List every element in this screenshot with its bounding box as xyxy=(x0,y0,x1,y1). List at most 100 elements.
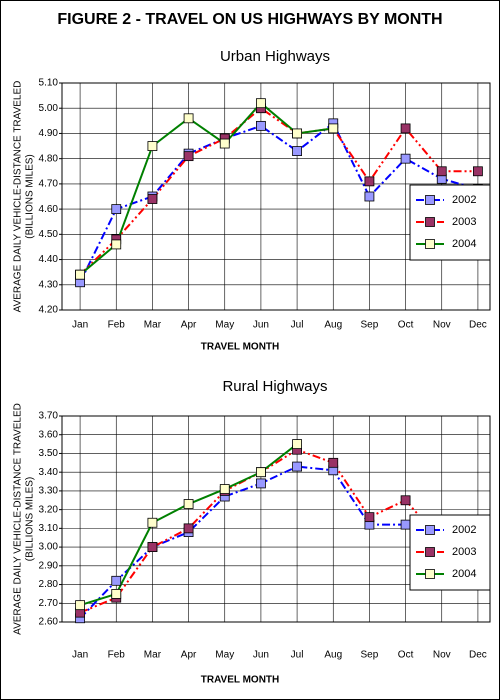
legend-marker xyxy=(425,525,435,535)
y-tick-label: 3.10 xyxy=(39,523,59,534)
point-marker xyxy=(400,123,411,134)
y-tick-label: 4.40 xyxy=(39,254,59,265)
y-tick-label: 3.20 xyxy=(39,504,59,515)
y-tick-label: 4.50 xyxy=(39,229,59,240)
legend-label: 2002 xyxy=(452,194,476,206)
y-axis-title: (BILLIONS MILES) xyxy=(25,477,36,561)
figure-title: FIGURE 2 - TRAVEL ON US HIGHWAYS BY MONT… xyxy=(57,11,442,28)
legend-label: 2003 xyxy=(452,546,476,558)
series-line xyxy=(79,448,479,614)
x-tick-label: Dec xyxy=(469,320,487,331)
point-marker xyxy=(473,166,483,177)
point-marker xyxy=(292,461,302,472)
y-axis-title: (BILLIONS MILES) xyxy=(25,154,36,238)
y-axis-title: AVERAGE DAILY VEHICLE-DISTANCE TRAVELED xyxy=(13,81,24,313)
point-marker xyxy=(400,519,411,530)
x-tick-label: May xyxy=(215,650,234,661)
chart-title: Urban Highways xyxy=(220,48,330,65)
x-tick-label: Oct xyxy=(398,320,414,331)
legend-marker xyxy=(425,569,435,579)
x-tick-label: Jul xyxy=(291,650,304,661)
legend-marker xyxy=(425,195,435,205)
point-marker xyxy=(147,542,158,552)
y-tick-label: 2.90 xyxy=(39,560,59,571)
x-tick-label: May xyxy=(215,320,234,331)
y-tick-label: 4.60 xyxy=(39,204,59,215)
x-tick-label: Nov xyxy=(433,320,451,331)
y-tick-label: 2.80 xyxy=(39,579,59,590)
x-tick-label: Jun xyxy=(253,650,269,661)
point-marker xyxy=(256,478,266,489)
legend-marker xyxy=(425,239,435,249)
legend-label: 2004 xyxy=(452,238,476,250)
point-marker xyxy=(147,141,158,151)
x-tick-label: Dec xyxy=(469,650,487,661)
series-line xyxy=(79,101,334,276)
point-marker xyxy=(400,153,411,164)
legend-marker xyxy=(425,547,435,557)
point-marker xyxy=(400,495,411,506)
y-tick-label: 4.20 xyxy=(39,305,59,316)
series-line xyxy=(79,106,478,276)
point-marker xyxy=(364,191,375,202)
x-axis-title: TRAVEL MONTH xyxy=(201,342,280,353)
x-tick-label: Feb xyxy=(108,650,126,661)
y-tick-label: 3.60 xyxy=(39,429,59,440)
x-tick-label: Feb xyxy=(108,320,126,331)
legend-label: 2002 xyxy=(452,524,476,536)
x-tick-label: Jun xyxy=(253,320,269,331)
point-marker xyxy=(364,176,375,187)
point-marker xyxy=(328,457,339,468)
y-tick-label: 3.00 xyxy=(39,542,59,553)
y-tick-label: 3.50 xyxy=(39,448,59,459)
point-marker xyxy=(292,128,302,139)
y-tick-label: 4.90 xyxy=(39,128,59,139)
point-marker xyxy=(147,194,158,204)
point-marker xyxy=(436,166,447,177)
point-marker xyxy=(219,138,230,149)
x-tick-label: Mar xyxy=(144,650,162,661)
x-tick-label: Oct xyxy=(398,650,414,661)
y-tick-label: 4.30 xyxy=(39,279,59,290)
point-marker xyxy=(183,113,194,124)
x-tick-label: Aug xyxy=(324,650,342,661)
point-marker xyxy=(328,123,339,134)
point-marker xyxy=(183,151,194,162)
point-marker xyxy=(256,467,266,478)
point-marker xyxy=(183,523,194,534)
y-tick-label: 5.10 xyxy=(39,78,59,89)
y-tick-label: 3.70 xyxy=(39,411,59,422)
x-tick-label: Aug xyxy=(324,320,342,331)
point-marker xyxy=(292,439,302,449)
chart-title: Rural Highways xyxy=(222,378,327,395)
point-marker xyxy=(111,239,122,250)
x-tick-label: Apr xyxy=(181,650,197,661)
point-marker xyxy=(364,512,375,523)
x-tick-label: Apr xyxy=(181,320,197,331)
y-tick-label: 4.80 xyxy=(39,153,59,164)
y-tick-label: 2.70 xyxy=(39,598,59,609)
x-tick-label: Jul xyxy=(291,320,304,331)
y-tick-label: 3.30 xyxy=(39,486,59,497)
point-marker xyxy=(111,589,122,599)
point-marker xyxy=(75,600,85,611)
series-line xyxy=(79,121,479,283)
point-marker xyxy=(111,575,122,586)
y-axis-title: AVERAGE DAILY VEHICLE-DISTANCE TRAVELED xyxy=(13,403,24,635)
point-marker xyxy=(256,120,266,131)
point-marker xyxy=(147,517,158,528)
point-marker xyxy=(219,484,230,494)
x-tick-label: Jan xyxy=(72,650,88,661)
legend-label: 2004 xyxy=(452,568,476,580)
x-tick-label: Sep xyxy=(361,320,379,331)
y-tick-label: 3.40 xyxy=(39,467,59,478)
point-marker xyxy=(292,146,302,157)
x-tick-label: Jan xyxy=(72,320,88,331)
x-axis-title: TRAVEL MONTH xyxy=(201,675,280,686)
x-tick-label: Mar xyxy=(144,320,162,331)
point-marker xyxy=(75,269,85,280)
x-tick-label: Nov xyxy=(433,650,451,661)
y-tick-label: 5.00 xyxy=(39,103,59,114)
point-marker xyxy=(111,204,122,215)
